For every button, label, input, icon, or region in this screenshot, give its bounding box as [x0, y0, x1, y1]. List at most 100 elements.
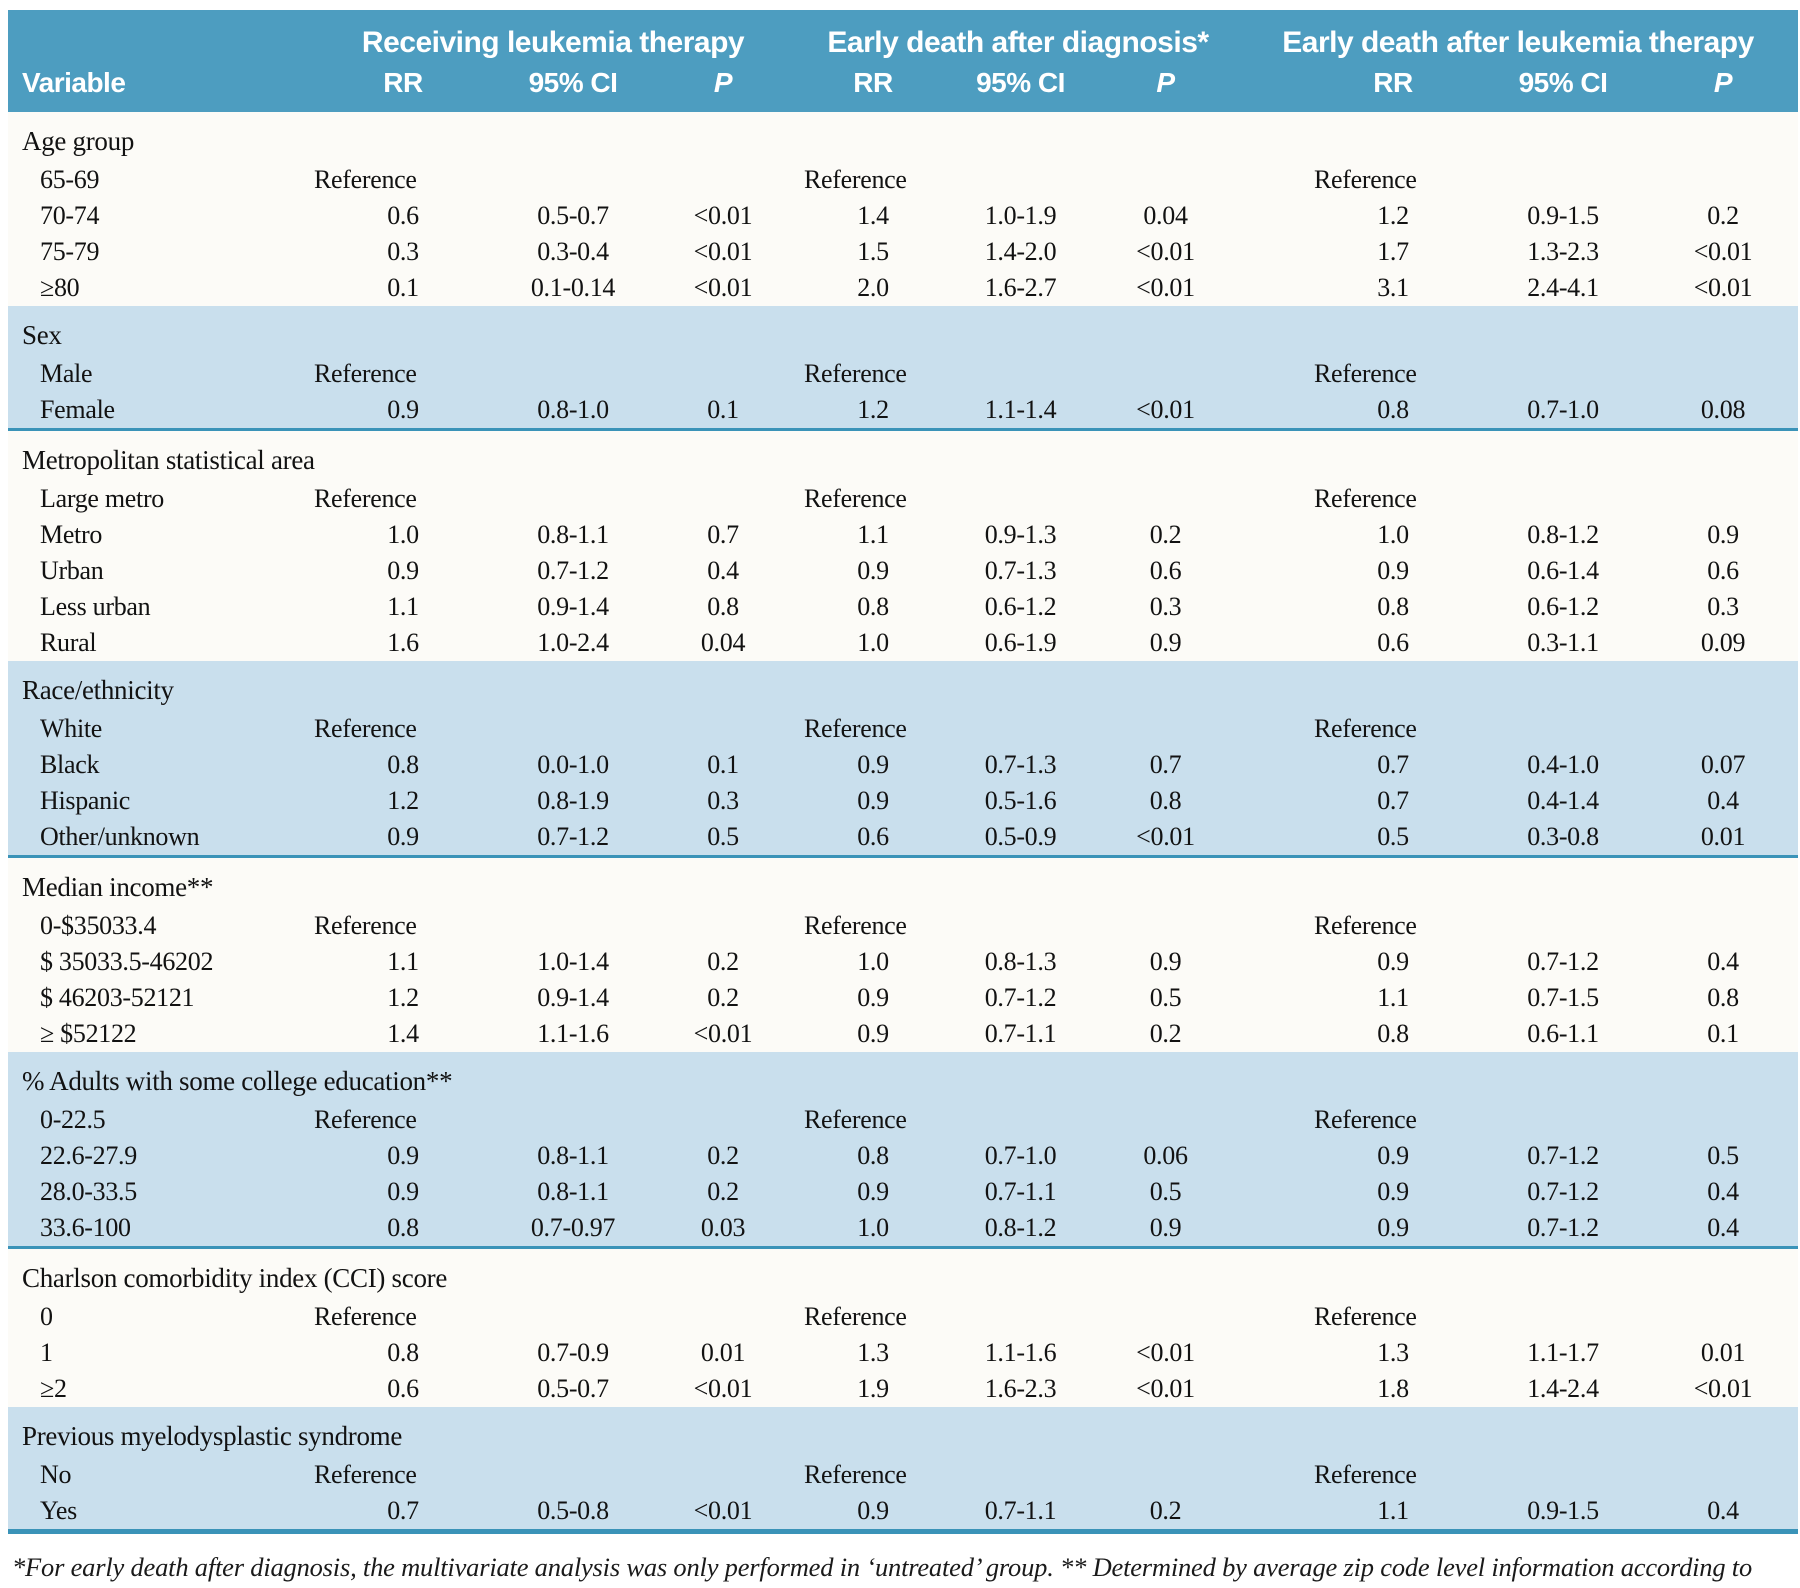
ci-cell: 2.4-4.1 — [1527, 273, 1599, 302]
table-row: $ 35033.5-46202 1.1 1.0-1.4 0.2 1.0 0.8-1.3 0.… — [8, 944, 1798, 980]
table-row: 0-$35033.4 Reference Reference Reference — [8, 908, 1798, 944]
row-label: 75-79 — [40, 237, 100, 266]
table-row: Black 0.8 0.0-1.0 0.1 0.9 0.7-1.3 0.7 0.7 0.4-1.… — [8, 747, 1798, 783]
group-header-early-death-therapy: Early death after leukemia therapy — [1238, 10, 1799, 60]
ci-cell: 1.0-2.4 — [537, 628, 609, 657]
table-row: White Reference Reference Reference — [8, 711, 1798, 747]
p-cell — [1648, 908, 1798, 944]
p-cell: 0.6 — [1707, 556, 1739, 585]
rr-cell: 1.0 — [1377, 520, 1409, 549]
p-cell: <0.01 — [693, 201, 753, 230]
rr-cell: Reference — [1314, 484, 1417, 513]
rr-cell: 0.9 — [1377, 1177, 1409, 1206]
rr-cell: Reference — [314, 714, 417, 743]
p-cell: <0.01 — [1136, 395, 1195, 424]
ci-cell — [948, 1102, 1093, 1138]
p-cell: 0.9 — [1149, 1213, 1182, 1242]
ci-cell: 0.7-1.2 — [537, 822, 609, 851]
multivariate-analysis-table: Receiving leukemia therapy Early death a… — [8, 10, 1799, 1534]
spacer-cell — [1238, 1457, 1308, 1493]
rr-cell: 1.6 — [387, 628, 419, 657]
rr-cell: 0.9 — [857, 1019, 889, 1048]
section-title: Age group — [22, 125, 135, 156]
rr-cell: Reference — [804, 165, 907, 194]
rr-cell: 1.4 — [387, 1019, 419, 1048]
p-cell: <0.01 — [1693, 273, 1753, 302]
p-cell: <0.01 — [1136, 273, 1195, 302]
ci-cell: 0.8-1.1 — [537, 1141, 609, 1170]
column-header-rr-3: RR — [1308, 60, 1478, 112]
row-label: Black — [40, 750, 100, 779]
ci-cell: 0.5-0.9 — [984, 822, 1057, 851]
rr-cell: 0.9 — [1377, 556, 1409, 585]
spacer-cell — [1238, 356, 1308, 392]
column-header-ci-2: 95% CI — [948, 60, 1093, 112]
spacer-cell — [1238, 1371, 1308, 1407]
table-row: No Reference Reference Reference — [8, 1457, 1798, 1493]
ci-cell: 0.7-0.9 — [537, 1338, 609, 1367]
ci-cell: 0.5-0.8 — [537, 1496, 609, 1525]
ci-cell: 0.7-1.3 — [984, 750, 1057, 779]
rr-cell: 1.2 — [387, 983, 419, 1012]
spacer-cell — [1238, 234, 1308, 270]
p-cell: 0.2 — [707, 983, 739, 1012]
spacer-cell — [1238, 625, 1308, 661]
p-cell: 0.2 — [707, 1177, 739, 1206]
ci-cell: 0.7-1.3 — [984, 556, 1057, 585]
column-header-p-3: P — [1648, 60, 1799, 112]
p-cell: 0.8 — [1149, 786, 1182, 815]
ci-cell — [1478, 356, 1648, 392]
ci-cell — [1478, 162, 1648, 198]
row-label: 70-74 — [40, 201, 100, 230]
rr-cell: Reference — [1314, 359, 1417, 388]
table-row: Male Reference Reference Reference — [8, 356, 1798, 392]
p-cell — [1093, 1299, 1238, 1335]
rr-cell: 0.5 — [1377, 822, 1409, 851]
rr-cell: 0.9 — [857, 750, 889, 779]
ci-cell: 0.6-1.1 — [1527, 1019, 1599, 1048]
ci-cell: 1.0-1.4 — [537, 947, 609, 976]
table-row: 28.0-33.5 0.9 0.8-1.1 0.2 0.9 0.7-1.1 0.5 0.9 0.… — [8, 1174, 1798, 1210]
spacer-cell — [1238, 944, 1308, 980]
p-cell: 0.3 — [707, 786, 739, 815]
ci-cell: 1.4-2.0 — [984, 237, 1057, 266]
rr-cell: 0.6 — [387, 201, 419, 230]
row-label: White — [40, 714, 103, 743]
rr-cell: Reference — [1314, 714, 1417, 743]
ci-cell: 0.8-1.0 — [537, 395, 609, 424]
p-cell: 0.3 — [1707, 592, 1739, 621]
row-label: Hispanic — [40, 786, 131, 815]
p-cell: 0.4 — [707, 556, 739, 585]
table-row: Female 0.9 0.8-1.0 0.1 1.2 1.1-1.4 <0.01 0.8 0.7… — [8, 392, 1798, 430]
p-cell: 0.9 — [1149, 628, 1182, 657]
rr-cell: 0.9 — [857, 556, 889, 585]
spacer-cell — [1238, 747, 1308, 783]
p-cell: 0.8 — [707, 592, 739, 621]
p-cell: <0.01 — [1136, 822, 1195, 851]
p-cell — [1648, 1457, 1798, 1493]
row-label: ≥80 — [40, 273, 80, 302]
section-previous-myelodysplastic-syndrome: Previous myelodysplastic syndrome No Refer… — [8, 1407, 1799, 1532]
p-cell: 0.2 — [707, 1141, 739, 1170]
column-header-ci-3: 95% CI — [1478, 60, 1648, 112]
table-row: ≥ $52122 1.4 1.1-1.6 <0.01 0.9 0.7-1.1 0.2 0.8 0… — [8, 1016, 1798, 1052]
ci-cell: 0.4-1.0 — [1527, 750, 1599, 779]
table-row: 33.6-100 0.8 0.7-0.97 0.03 1.0 0.8-1.2 0.9 0.9 0… — [8, 1210, 1798, 1248]
rr-cell: Reference — [804, 1460, 907, 1489]
ci-cell: 0.0-1.0 — [537, 750, 609, 779]
ci-cell — [1478, 1299, 1648, 1335]
p-cell: 0.06 — [1143, 1141, 1188, 1170]
row-label: 22.6-27.9 — [40, 1141, 137, 1170]
row-label: Other/unknown — [40, 822, 200, 851]
rr-cell: Reference — [314, 911, 417, 940]
p-cell — [648, 162, 798, 198]
table-footnote: *For early death after diagnosis, the mu… — [12, 1548, 1792, 1588]
ci-cell: 0.8-1.1 — [537, 1177, 609, 1206]
row-label: 0 — [40, 1302, 53, 1331]
p-cell: <0.01 — [693, 237, 753, 266]
table-row: Large metro Reference Reference Reference — [8, 481, 1798, 517]
row-label: ≥ $52122 — [40, 1019, 137, 1048]
rr-cell: 0.9 — [1377, 947, 1409, 976]
ci-cell: 0.5-0.7 — [537, 201, 609, 230]
